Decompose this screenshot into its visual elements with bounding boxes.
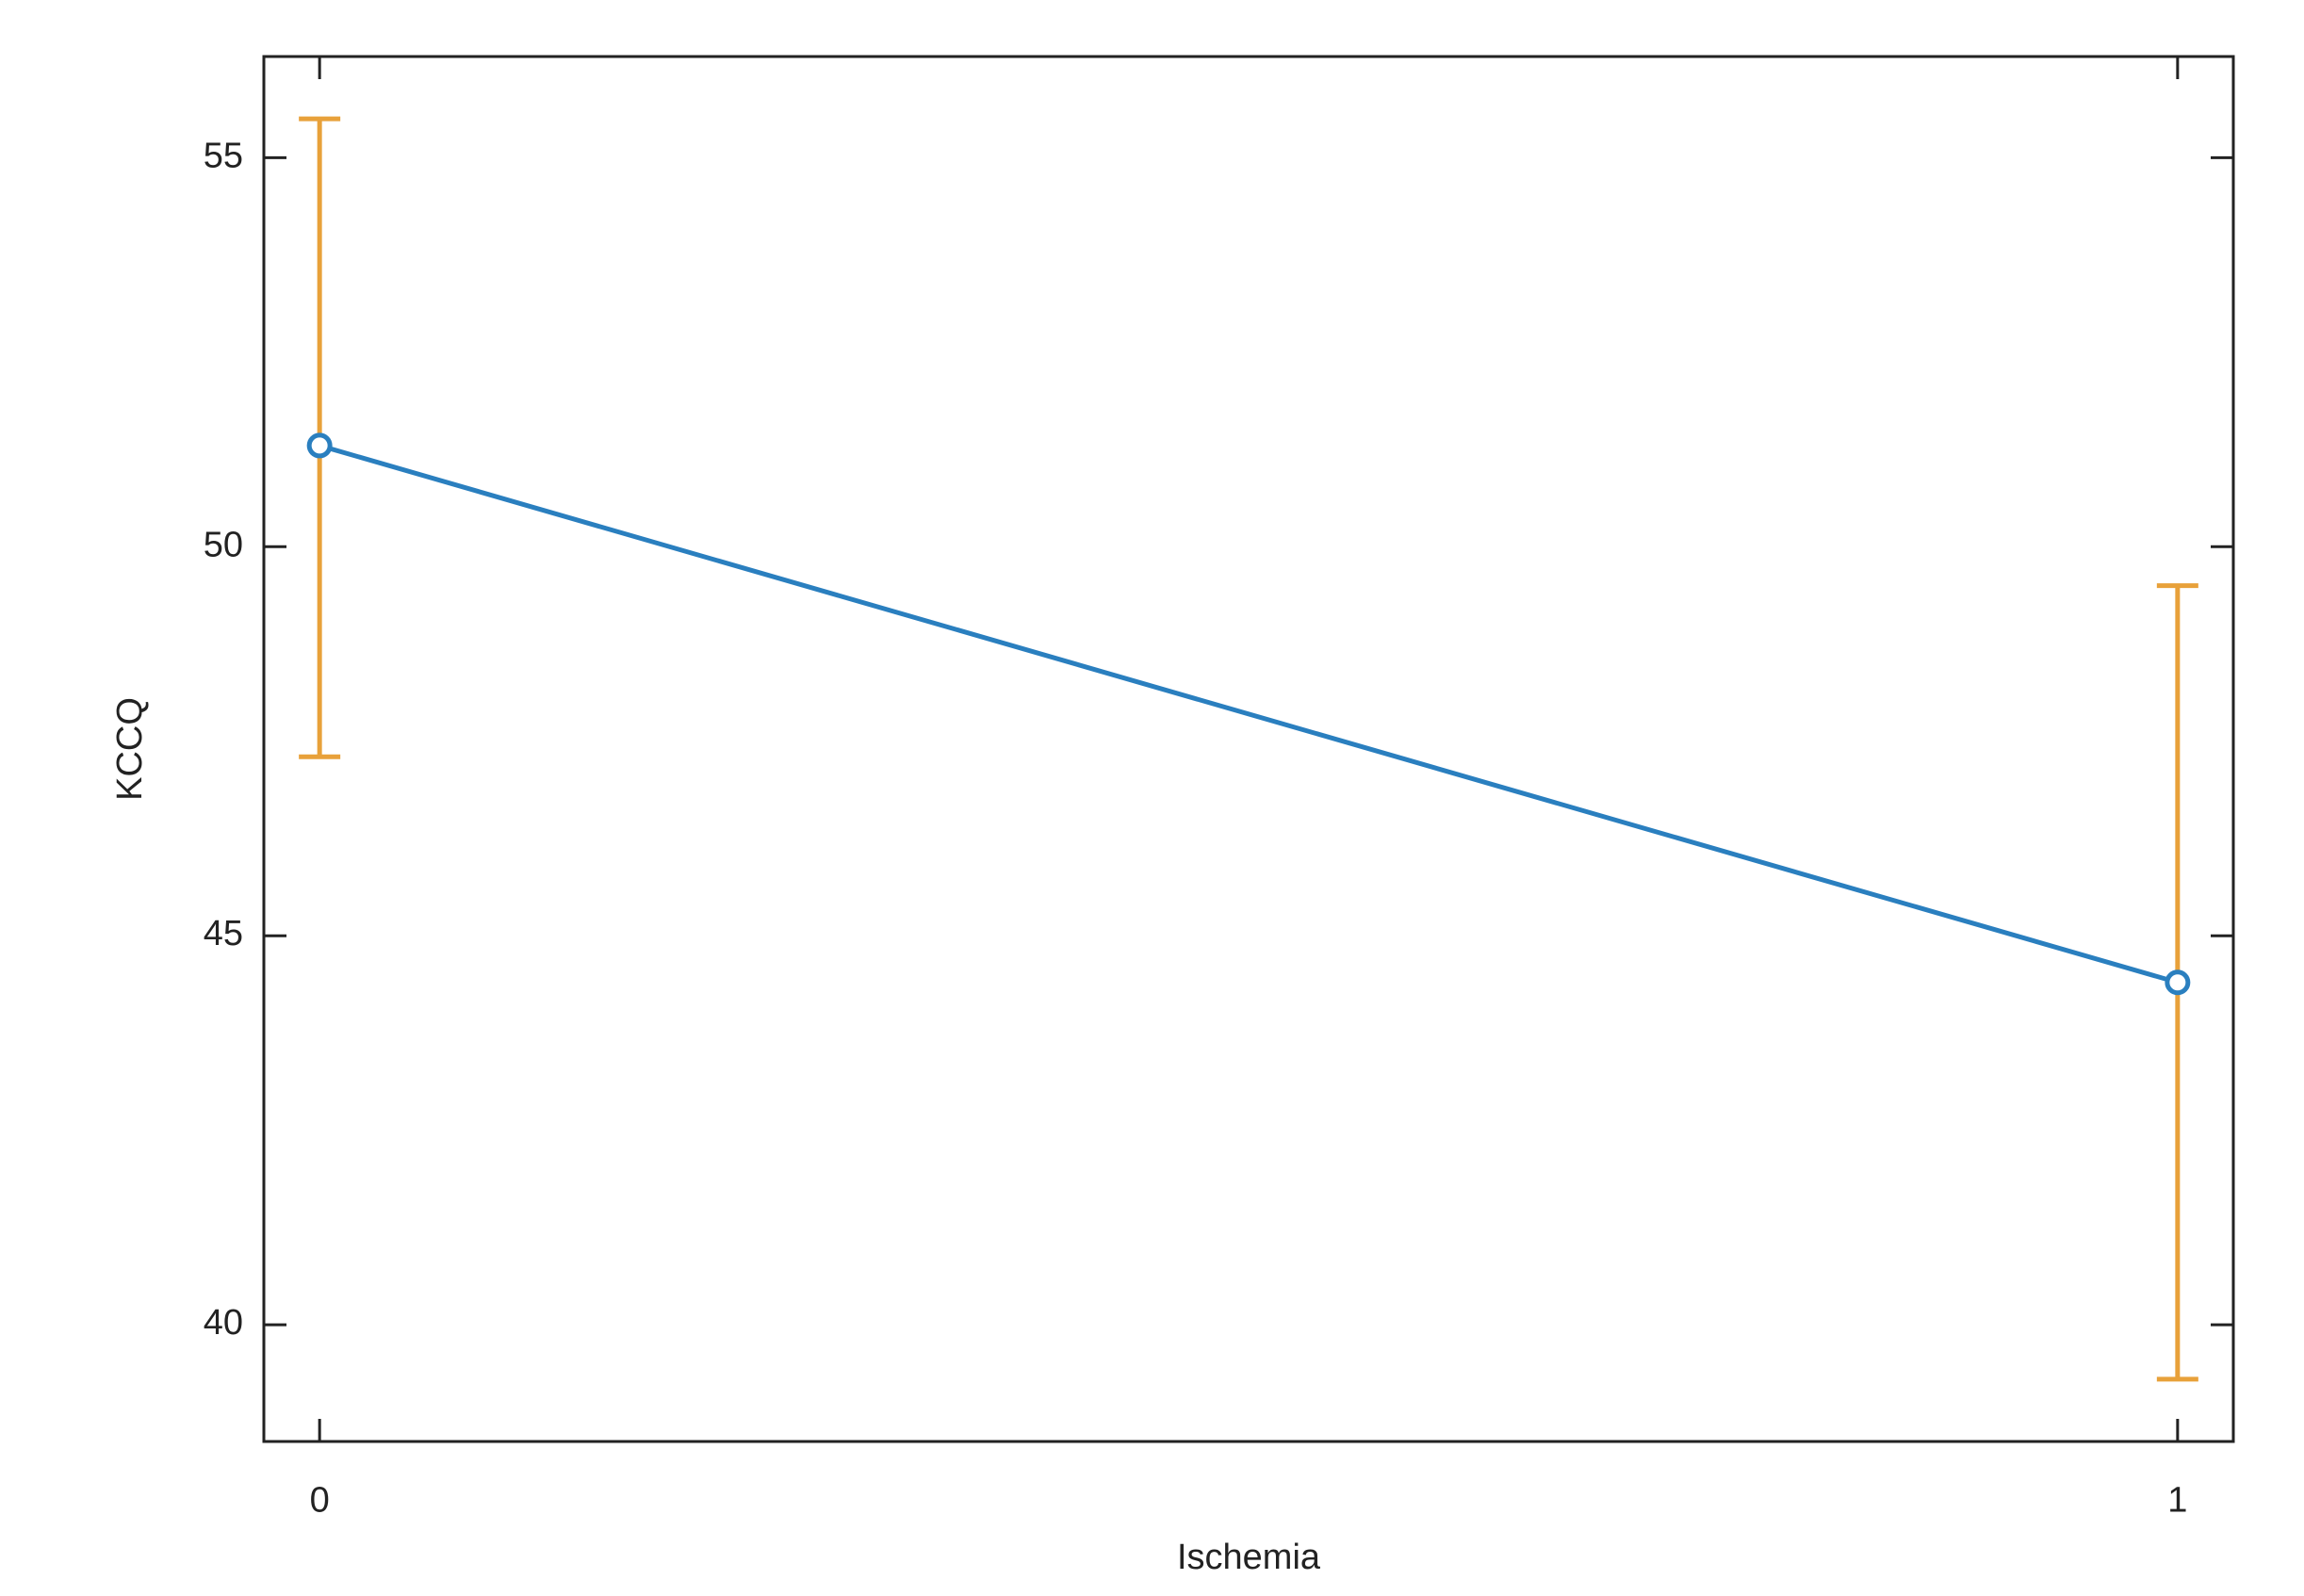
- data-marker: [309, 435, 330, 456]
- y-tick-label: 55: [204, 136, 243, 175]
- kccq-ischemia-chart: 40 45 50 55 0 1 KCCQ Ischemia: [0, 0, 2304, 1596]
- y-tick-label: 45: [204, 914, 243, 953]
- data-marker: [2167, 972, 2188, 993]
- y-tick-label: 40: [204, 1303, 243, 1343]
- chart-wrapper: 40 45 50 55 0 1 KCCQ Ischemia: [0, 0, 2304, 1596]
- x-tick-label: 0: [310, 1480, 330, 1520]
- y-axis-label: KCCQ: [110, 697, 150, 801]
- x-axis-label: Ischemia: [1177, 1538, 1321, 1577]
- chart-background: [0, 0, 2304, 1596]
- x-tick-label: 1: [2167, 1480, 2187, 1520]
- y-tick-label: 50: [204, 525, 243, 564]
